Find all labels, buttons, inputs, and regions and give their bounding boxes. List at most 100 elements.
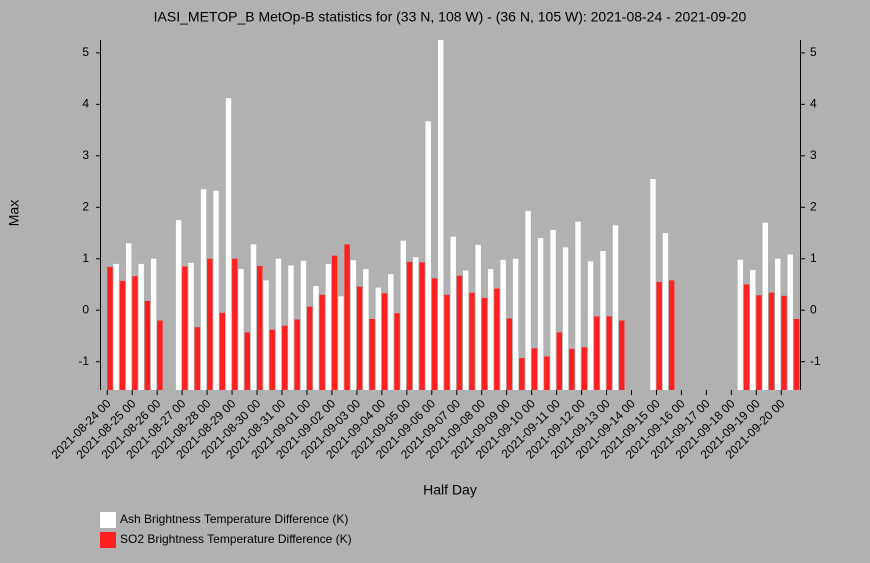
bar xyxy=(606,316,612,390)
bar xyxy=(250,244,257,390)
bar xyxy=(207,258,213,390)
bar xyxy=(475,244,481,390)
bar xyxy=(469,292,475,390)
bar xyxy=(150,258,157,390)
bar xyxy=(344,244,350,390)
bar xyxy=(781,295,787,390)
bar xyxy=(775,258,781,390)
y-tick-label: 3 xyxy=(82,148,89,162)
bar xyxy=(462,270,469,390)
y-tick-label: 2 xyxy=(82,199,89,213)
y-tick-label: 4 xyxy=(82,97,89,111)
bar xyxy=(331,255,338,390)
bar xyxy=(288,265,294,390)
bar xyxy=(431,278,438,390)
bar xyxy=(544,356,550,390)
bar xyxy=(668,280,675,390)
chart-title: IASI_METOP_B MetOp-B statistics for (33 … xyxy=(154,9,747,25)
bar xyxy=(175,220,182,390)
bar xyxy=(300,260,307,390)
bar xyxy=(375,287,382,390)
y2-tick-label: 2 xyxy=(810,199,817,213)
bar xyxy=(550,229,556,390)
bar xyxy=(656,281,662,390)
bar xyxy=(481,297,488,390)
bar xyxy=(444,294,450,390)
y-tick-label: -1 xyxy=(78,354,89,368)
bar xyxy=(525,210,531,390)
bar xyxy=(494,288,500,390)
y2-tick-label: -1 xyxy=(810,354,821,368)
bar xyxy=(562,247,569,390)
bar xyxy=(487,269,494,390)
bar xyxy=(556,332,563,390)
bar xyxy=(363,269,369,390)
y2-tick-label: 4 xyxy=(810,97,817,111)
bar xyxy=(263,280,269,390)
bar xyxy=(793,318,800,390)
bar xyxy=(500,259,506,390)
bar xyxy=(257,265,263,390)
bar xyxy=(413,257,419,390)
bar xyxy=(144,300,151,390)
bar xyxy=(419,262,425,390)
bar xyxy=(338,296,344,390)
bar xyxy=(575,221,581,390)
bar xyxy=(787,254,793,390)
bar xyxy=(388,274,394,390)
bar xyxy=(394,313,400,390)
bar xyxy=(225,98,232,390)
bar xyxy=(506,318,513,390)
bar xyxy=(619,320,625,390)
bar xyxy=(369,318,375,390)
bar xyxy=(132,276,138,390)
bar xyxy=(650,178,656,390)
bar xyxy=(194,327,201,390)
bar xyxy=(569,348,575,390)
bar xyxy=(238,269,244,390)
bar xyxy=(587,261,594,390)
y2-tick-label: 5 xyxy=(810,45,817,59)
bar xyxy=(188,262,194,390)
legend-label: Ash Brightness Temperature Difference (K… xyxy=(120,512,348,526)
bar xyxy=(313,286,319,390)
bar xyxy=(125,243,132,390)
bar xyxy=(200,189,207,390)
bar xyxy=(138,263,144,390)
bar xyxy=(275,258,282,390)
bar xyxy=(612,225,619,390)
bar xyxy=(438,40,444,390)
bar xyxy=(600,251,606,390)
bar xyxy=(400,240,407,390)
x-axis-label: Half Day xyxy=(423,482,477,498)
bar xyxy=(306,306,313,390)
y-tick-label: 5 xyxy=(82,45,89,59)
bar xyxy=(594,316,600,390)
bar xyxy=(406,261,413,390)
bar xyxy=(319,294,325,390)
bar xyxy=(294,319,300,390)
bar xyxy=(512,258,519,390)
bar xyxy=(157,320,163,390)
legend-swatch xyxy=(100,532,116,548)
bar xyxy=(381,293,388,390)
bar xyxy=(232,258,238,390)
bar xyxy=(531,348,538,390)
bar xyxy=(662,233,669,390)
bar xyxy=(219,312,226,390)
bar xyxy=(456,275,463,390)
bar xyxy=(269,329,275,390)
legend-label: SO2 Brightness Temperature Difference (K… xyxy=(120,532,352,546)
bar xyxy=(107,266,113,390)
bar xyxy=(537,238,544,390)
bar xyxy=(350,260,357,390)
bar xyxy=(768,292,775,390)
bar xyxy=(182,266,188,390)
bar xyxy=(762,222,768,390)
y2-tick-label: 1 xyxy=(810,251,817,265)
bar xyxy=(213,190,219,390)
y-tick-label: 1 xyxy=(82,251,89,265)
y2-tick-label: 3 xyxy=(810,148,817,162)
bar xyxy=(581,347,588,390)
y2-tick-label: 0 xyxy=(810,302,817,316)
